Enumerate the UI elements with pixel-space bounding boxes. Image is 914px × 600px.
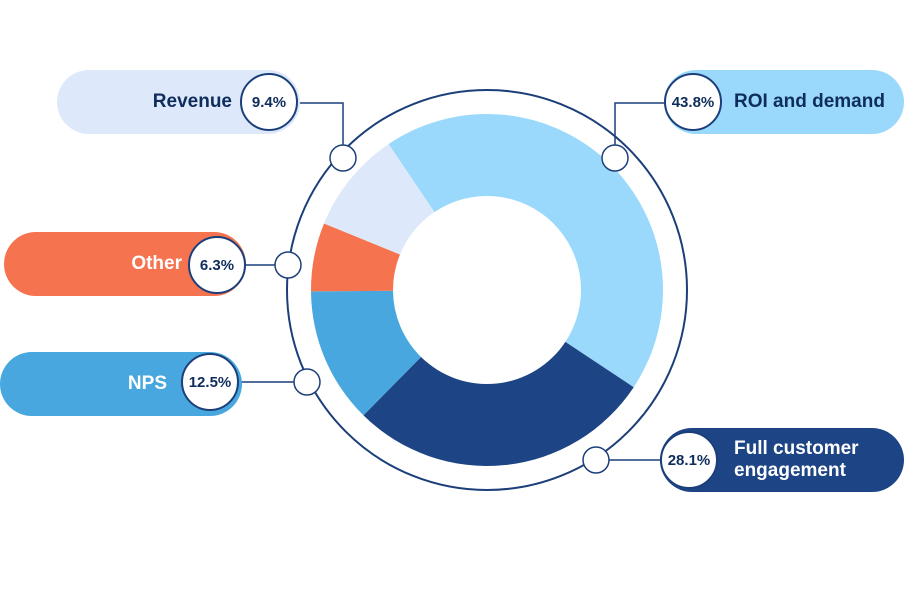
connector-dot-roi-and-demand bbox=[601, 144, 629, 172]
slice-revenue bbox=[324, 144, 435, 255]
value-badge-revenue: 9.4% bbox=[240, 73, 298, 131]
connector-dot-other bbox=[274, 251, 302, 279]
leader-line-roi-and-demand bbox=[614, 102, 664, 158]
callout-label-full-customer-engagement: Full customer engagement bbox=[734, 438, 859, 481]
value-badge-other: 6.3% bbox=[188, 236, 246, 294]
slice-other bbox=[311, 223, 400, 292]
callout-label-other: Other bbox=[131, 253, 182, 274]
value-badge-roi-and-demand: 43.8% bbox=[664, 73, 722, 131]
callout-label-nps: NPS bbox=[127, 373, 167, 394]
slice-nps bbox=[311, 290, 422, 416]
callout-label-revenue: Revenue bbox=[152, 91, 232, 112]
value-badge-nps: 12.5% bbox=[181, 353, 239, 411]
slice-full-customer-engagement bbox=[363, 341, 634, 467]
connector-dot-nps bbox=[293, 368, 321, 396]
value-badge-full-customer-engagement: 28.1% bbox=[660, 431, 718, 489]
donut-slices bbox=[311, 114, 663, 467]
slice-roi-and-demand bbox=[388, 114, 663, 388]
connector-dot-full-customer-engagement bbox=[582, 446, 610, 474]
outer-ring bbox=[286, 89, 688, 491]
callout-label-roi-and-demand: ROI and demand bbox=[734, 91, 885, 112]
connector-dot-revenue bbox=[329, 144, 357, 172]
connector-dots bbox=[274, 144, 629, 474]
leader-line-revenue bbox=[300, 102, 344, 158]
